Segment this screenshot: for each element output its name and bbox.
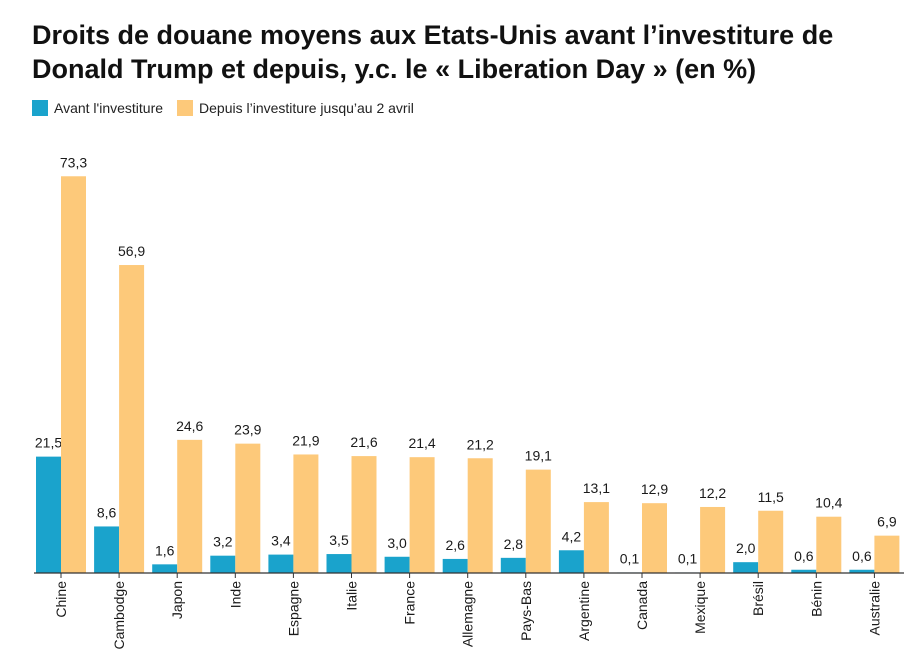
category-label: Chine: [53, 581, 69, 618]
value-label-before: 3,5: [329, 532, 349, 548]
value-label-since: 12,2: [699, 485, 726, 501]
category-label: Canada: [634, 581, 650, 630]
value-label-since: 6,9: [877, 514, 897, 530]
value-label-before: 8,6: [97, 504, 117, 520]
bar-since: [235, 443, 261, 573]
bar-before: [268, 554, 294, 573]
bar-before: [152, 564, 178, 573]
legend-label-since: Depuis l’investiture jusqu’au 2 avril: [199, 100, 414, 116]
bar-before: [500, 557, 526, 573]
value-label-before: 21,5: [35, 435, 62, 451]
bar-since: [583, 502, 609, 573]
bar-before: [94, 526, 120, 573]
legend-swatch-since: [177, 100, 194, 116]
value-label-before: 3,4: [271, 533, 291, 549]
bar-before: [36, 456, 61, 573]
bar-since: [119, 265, 145, 573]
category-label: Japon: [169, 581, 185, 619]
bar-since: [409, 457, 435, 573]
legend: Avant l'investiture Depuis l’investiture…: [32, 100, 428, 116]
legend-item-before: Avant l'investiture: [32, 100, 163, 116]
value-label-since: 10,4: [815, 495, 842, 511]
category-label: France: [402, 581, 418, 625]
category-label: Brésil: [750, 581, 766, 616]
chart-title: Droits de douane moyens aux Etats-Unis a…: [32, 20, 834, 84]
category-label: Cambodge: [111, 581, 127, 650]
value-label-before: 2,8: [504, 536, 524, 552]
value-label-before: 2,0: [736, 540, 756, 556]
bar-since: [700, 506, 726, 573]
legend-label-before: Avant l'investiture: [54, 100, 164, 116]
bar-before: [442, 558, 468, 573]
value-label-since: 73,3: [60, 154, 87, 170]
category-label: Allemagne: [460, 581, 476, 647]
legend-swatch-before: [32, 100, 48, 116]
bar-before: [558, 550, 584, 573]
value-label-since: 21,2: [467, 436, 494, 452]
bar-before: [733, 562, 759, 573]
bar-before: [326, 554, 352, 573]
value-label-before: 4,2: [562, 528, 582, 544]
bar-since: [467, 458, 493, 573]
value-label-since: 13,1: [583, 480, 610, 496]
legend-item-since: Depuis l’investiture jusqu’au 2 avril: [177, 100, 414, 116]
value-label-before: 0,6: [794, 548, 814, 564]
value-label-before: 3,2: [213, 534, 233, 550]
category-label: Argentine: [576, 581, 592, 641]
bar-since: [293, 454, 319, 573]
category-label: Australie: [866, 581, 882, 636]
bar-before: [849, 569, 875, 573]
bar-since: [61, 176, 86, 574]
category-label: Inde: [227, 581, 243, 608]
value-label-before: 0,6: [852, 548, 872, 564]
value-label-since: 23,9: [234, 422, 261, 438]
value-label-since: 12,9: [641, 481, 668, 497]
bar-before: [384, 556, 410, 573]
category-label: Italie: [344, 581, 360, 611]
value-label-since: 11,5: [758, 489, 784, 505]
value-label-since: 56,9: [118, 243, 145, 259]
value-label-since: 21,9: [292, 432, 319, 448]
value-label-before: 0,1: [678, 550, 698, 566]
bar-since: [758, 510, 784, 573]
bar-before: [210, 555, 236, 573]
category-label: Pays-Bas: [518, 581, 534, 641]
bar-since: [816, 516, 842, 573]
value-label-since: 21,6: [350, 434, 377, 450]
bar-before: [791, 569, 817, 573]
value-label-since: 24,6: [176, 418, 203, 434]
bar-since: [874, 535, 900, 573]
category-label: Espagne: [285, 581, 301, 636]
bar-since: [642, 503, 667, 573]
bar-since: [525, 469, 551, 573]
value-label-before: 1,6: [155, 542, 175, 558]
value-label-before: 2,6: [445, 537, 465, 553]
category-label: Bénin: [808, 581, 824, 617]
value-label-before: 0,1: [620, 550, 640, 566]
value-label-since: 21,4: [408, 435, 435, 451]
bar-since: [351, 456, 377, 573]
value-label-before: 3,0: [387, 535, 407, 551]
category-label: Mexique: [692, 581, 708, 634]
value-label-since: 19,1: [525, 448, 552, 464]
bar-since: [177, 439, 203, 573]
